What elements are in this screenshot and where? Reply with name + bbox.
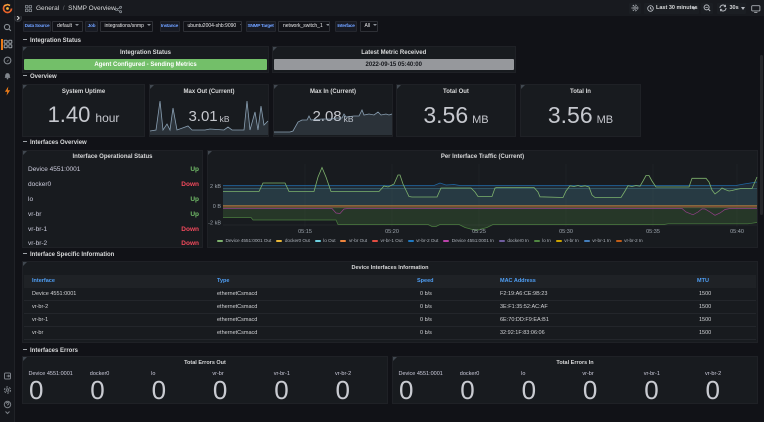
svg-text:0 B: 0 B — [213, 204, 222, 210]
svg-text:2 kB: 2 kB — [210, 184, 221, 190]
svg-text:05:30: 05:30 — [559, 229, 573, 235]
svg-text:05:40: 05:40 — [730, 229, 744, 235]
svg-text:05:25: 05:25 — [472, 229, 486, 235]
svg-text:-2 kB: -2 kB — [208, 221, 221, 227]
svg-text:05:20: 05:20 — [385, 229, 399, 235]
svg-text:05:15: 05:15 — [298, 229, 312, 235]
svg-text:05:35: 05:35 — [646, 229, 660, 235]
